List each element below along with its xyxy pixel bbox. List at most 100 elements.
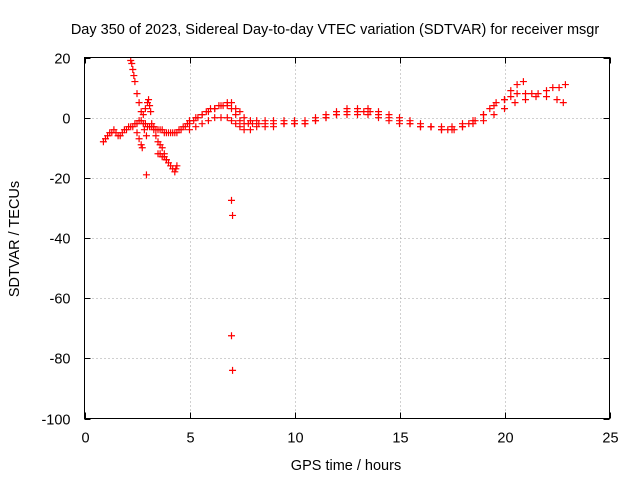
data-point — [354, 105, 361, 113]
data-point — [229, 211, 237, 219]
data-point — [158, 144, 166, 152]
data-point — [522, 96, 529, 104]
x-tick-label: 20 — [497, 431, 513, 447]
y-tick-label: -20 — [50, 172, 71, 188]
series-early-scatter — [127, 57, 181, 179]
data-point — [360, 108, 368, 116]
data-point — [246, 126, 254, 134]
data-point — [354, 111, 361, 119]
data-point — [385, 117, 393, 125]
data-point — [333, 111, 340, 119]
data-point — [232, 105, 240, 113]
data-point — [128, 60, 136, 68]
data-point — [137, 141, 145, 149]
data-point — [131, 78, 139, 86]
data-point — [501, 96, 508, 104]
data-point — [322, 114, 330, 122]
data-point — [228, 196, 235, 204]
x-tick-label: 25 — [602, 431, 618, 447]
data-point — [211, 105, 219, 113]
y-tick-label: -40 — [50, 232, 71, 248]
data-point — [543, 93, 550, 101]
series-upper-trace — [186, 78, 527, 131]
data-point — [141, 105, 149, 113]
data-point — [186, 126, 193, 134]
data-point — [253, 123, 261, 131]
data-point — [127, 57, 135, 65]
plot-frame — [84, 57, 610, 419]
y-tick-label: 20 — [54, 52, 70, 68]
data-point — [142, 171, 150, 179]
data-point — [192, 123, 200, 131]
data-point — [198, 120, 206, 128]
data-point — [343, 111, 351, 119]
data-point — [559, 99, 567, 107]
data-point — [427, 123, 435, 131]
data-point — [261, 117, 269, 125]
x-tick-label: 15 — [392, 431, 408, 447]
data-point — [130, 72, 138, 80]
data-point — [301, 120, 309, 128]
series-main-trace — [99, 81, 569, 146]
data-point — [162, 156, 170, 164]
data-point — [240, 114, 248, 122]
x-tick-label: 10 — [287, 431, 303, 447]
data-point — [232, 120, 240, 128]
data-point — [406, 120, 414, 128]
data-point — [217, 102, 225, 110]
data-point — [186, 117, 193, 125]
data-point — [172, 165, 180, 173]
data-point — [142, 132, 150, 140]
data-point — [555, 84, 563, 92]
data-point — [312, 117, 319, 125]
data-point — [198, 111, 206, 119]
data-point — [270, 123, 277, 131]
data-point — [138, 144, 146, 152]
series-lower-trace — [186, 93, 567, 134]
data-point — [385, 111, 393, 119]
data-point — [528, 90, 536, 98]
data-point — [236, 123, 244, 131]
data-point — [507, 93, 515, 101]
data-point — [133, 129, 141, 137]
data-point — [459, 123, 466, 131]
data-point — [171, 168, 179, 176]
data-point — [148, 120, 156, 128]
data-point — [253, 117, 261, 125]
x-axis-label: GPS time / hours — [291, 458, 401, 474]
data-point — [192, 114, 200, 122]
data-point — [232, 111, 240, 119]
data-point — [486, 105, 494, 113]
data-point — [513, 81, 521, 89]
data-point — [223, 114, 231, 122]
data-point — [469, 120, 477, 128]
data-point — [480, 117, 487, 125]
data-point — [553, 96, 561, 104]
data-point — [522, 90, 529, 98]
chart-title: Day 350 of 2023, Sidereal Day-to-day VTE… — [71, 22, 600, 38]
data-point — [204, 108, 212, 116]
data-point — [438, 126, 445, 134]
y-tick-label: 0 — [62, 112, 70, 128]
data-point — [396, 120, 403, 128]
data-point — [228, 99, 235, 107]
data-point — [364, 105, 372, 113]
data-point — [140, 126, 148, 134]
data-point — [343, 105, 351, 113]
data-point — [507, 87, 515, 95]
y-tick-label: -100 — [41, 413, 70, 429]
data-point — [236, 108, 244, 116]
ticks — [84, 57, 611, 420]
y-axis-label: SDTVAR / TECUs — [7, 181, 23, 297]
data-point — [532, 93, 540, 101]
data-point — [150, 126, 158, 134]
data-point — [147, 108, 155, 116]
data-point — [229, 366, 237, 374]
data-point — [417, 123, 424, 131]
data-point — [261, 123, 269, 131]
data-point — [270, 117, 277, 125]
data-point — [543, 87, 550, 95]
data-point — [513, 90, 521, 98]
